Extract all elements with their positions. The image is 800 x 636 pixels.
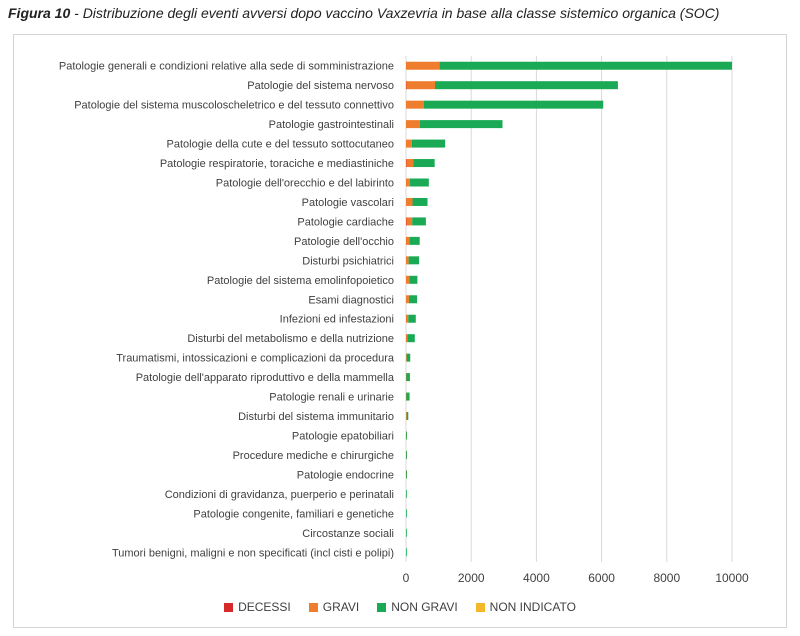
bar-segment-non-gravi — [406, 431, 407, 440]
category-label: Traumatismi, intossicazioni e complicazi… — [116, 353, 395, 365]
x-tick-label: 10000 — [715, 571, 749, 585]
category-label: Esami diagnostici — [308, 294, 394, 306]
bar-segment-gravi — [406, 197, 413, 206]
category-label: Patologie dell'apparato riproduttivo e d… — [136, 372, 395, 384]
legend-label: DECESSI — [238, 600, 291, 614]
category-label: Patologie gastrointestinali — [269, 119, 394, 131]
x-tick-label: 8000 — [653, 571, 680, 585]
bar-segment-gravi — [406, 178, 410, 187]
legend-swatch — [224, 602, 234, 612]
figure-title: - Distribuzione degli eventi avversi dop… — [70, 5, 720, 21]
bar-segment-gravi — [406, 295, 409, 304]
category-label: Circostanze sociali — [302, 528, 394, 540]
category-label: Infezioni ed infestazioni — [280, 314, 394, 326]
bar-segment-gravi — [406, 314, 409, 323]
legend-label: NON GRAVI — [391, 600, 458, 614]
bar-segment-gravi — [406, 412, 407, 421]
bar-segment-non-gravi — [406, 489, 407, 498]
bars — [406, 61, 732, 557]
bar-segment-non-gravi — [408, 314, 416, 323]
bar-segment-non-gravi — [408, 256, 420, 265]
bar-segment-non-gravi — [406, 373, 410, 382]
bar-segment-non-gravi — [409, 236, 420, 245]
category-label: Patologie cardiache — [297, 216, 394, 228]
category-label: Disturbi del sistema immunitario — [238, 411, 394, 423]
legend-item: GRAVI — [308, 600, 360, 614]
chart-frame — [13, 34, 787, 628]
figure-number: Figura 10 — [8, 5, 71, 21]
category-label: Patologie del sistema emolinfopoietico — [207, 275, 394, 287]
bar-segment-non-gravi — [439, 61, 732, 70]
category-label: Condizioni di gravidanza, puerperio e pe… — [165, 489, 394, 501]
bar-segment-non-gravi — [406, 450, 407, 459]
bar-segment-non-gravi — [409, 178, 429, 187]
bar-segment-non-gravi — [406, 548, 407, 557]
bar-segment-non-gravi — [406, 412, 409, 421]
bar-segment-gravi — [406, 120, 421, 129]
bar-segment-non-gravi — [407, 334, 415, 343]
category-label: Disturbi del metabolismo e della nutrizi… — [187, 333, 394, 345]
bar-segment-non-gravi — [406, 509, 407, 518]
legend: DECESSI GRAVI NON GRAVI NON INDICATO — [0, 600, 800, 614]
category-label: Patologie dell'occhio — [294, 236, 394, 248]
x-tick-label: 4000 — [523, 571, 550, 585]
category-label: Patologie renali e urinarie — [269, 392, 394, 404]
bar-segment-gravi — [406, 217, 413, 226]
bar-segment-non-gravi — [412, 197, 428, 206]
category-label: Patologie del sistema nervoso — [247, 80, 394, 92]
legend-swatch — [377, 602, 387, 612]
legend-item: NON INDICATO — [475, 600, 576, 614]
bar-segment-gravi — [406, 353, 407, 362]
bar-segment-gravi — [406, 139, 412, 148]
bar-segment-non-gravi — [423, 100, 604, 109]
category-label: Patologie vascolari — [302, 197, 394, 209]
bar-segment-gravi — [406, 81, 436, 90]
bar-segment-non-gravi — [413, 159, 435, 168]
bar-segment-non-gravi — [409, 275, 418, 284]
legend-label: GRAVI — [322, 600, 360, 614]
gridlines — [405, 56, 733, 562]
category-label: Patologie endocrine — [297, 469, 394, 481]
figure-caption: Figura 10 - Distribuzione degli eventi a… — [8, 5, 719, 21]
bar-segment-gravi — [406, 159, 414, 168]
bar-segment-non-gravi — [412, 217, 426, 226]
bar-segment-non-gravi — [406, 392, 410, 401]
bar-segment-gravi — [406, 334, 408, 343]
bar-segment-non-gravi — [411, 139, 446, 148]
category-labels: Patologie generali e condizioni relative… — [59, 61, 395, 560]
category-label: Disturbi psichiatrici — [302, 255, 394, 267]
bar-segment-gravi — [406, 61, 440, 70]
category-label: Patologie epatobiliari — [292, 431, 394, 443]
bar-segment-non-gravi — [406, 470, 407, 479]
x-tick-labels: 0 2000 4000 6000 8000 10000 — [403, 571, 749, 585]
bar-segment-non-gravi — [435, 81, 618, 90]
bar-segment-gravi — [406, 236, 410, 245]
x-tick-label: 6000 — [588, 571, 615, 585]
category-label: Patologie respiratorie, toraciche e medi… — [160, 158, 394, 170]
category-label: Patologie dell'orecchio e del labirinto — [216, 178, 394, 190]
legend-item: DECESSI — [224, 600, 291, 614]
category-label: Patologie congenite, familiari e genetic… — [193, 508, 394, 520]
x-tick-label: 2000 — [458, 571, 485, 585]
x-tick-label: 0 — [403, 571, 410, 585]
bar-segment-gravi — [406, 100, 424, 109]
category-label: Patologie del sistema muscoloscheletrico… — [74, 100, 394, 112]
category-label: Procedure mediche e chirurgiche — [233, 450, 394, 462]
bar-segment-non-gravi — [420, 120, 503, 129]
bar-segment-non-gravi — [406, 528, 407, 537]
category-label: Tumori benigni, maligni e non specificat… — [112, 547, 394, 559]
category-label: Patologie generali e condizioni relative… — [59, 61, 394, 73]
legend-swatch — [308, 602, 318, 612]
category-label: Patologie della cute e del tessuto sotto… — [167, 139, 395, 151]
legend-item: NON GRAVI — [377, 600, 458, 614]
legend-label: NON INDICATO — [489, 600, 576, 614]
bar-segment-gravi — [406, 256, 409, 265]
bar-segment-gravi — [406, 275, 410, 284]
legend-swatch — [475, 602, 485, 612]
bar-segment-non-gravi — [408, 295, 418, 304]
bar-segment-non-gravi — [406, 353, 411, 362]
